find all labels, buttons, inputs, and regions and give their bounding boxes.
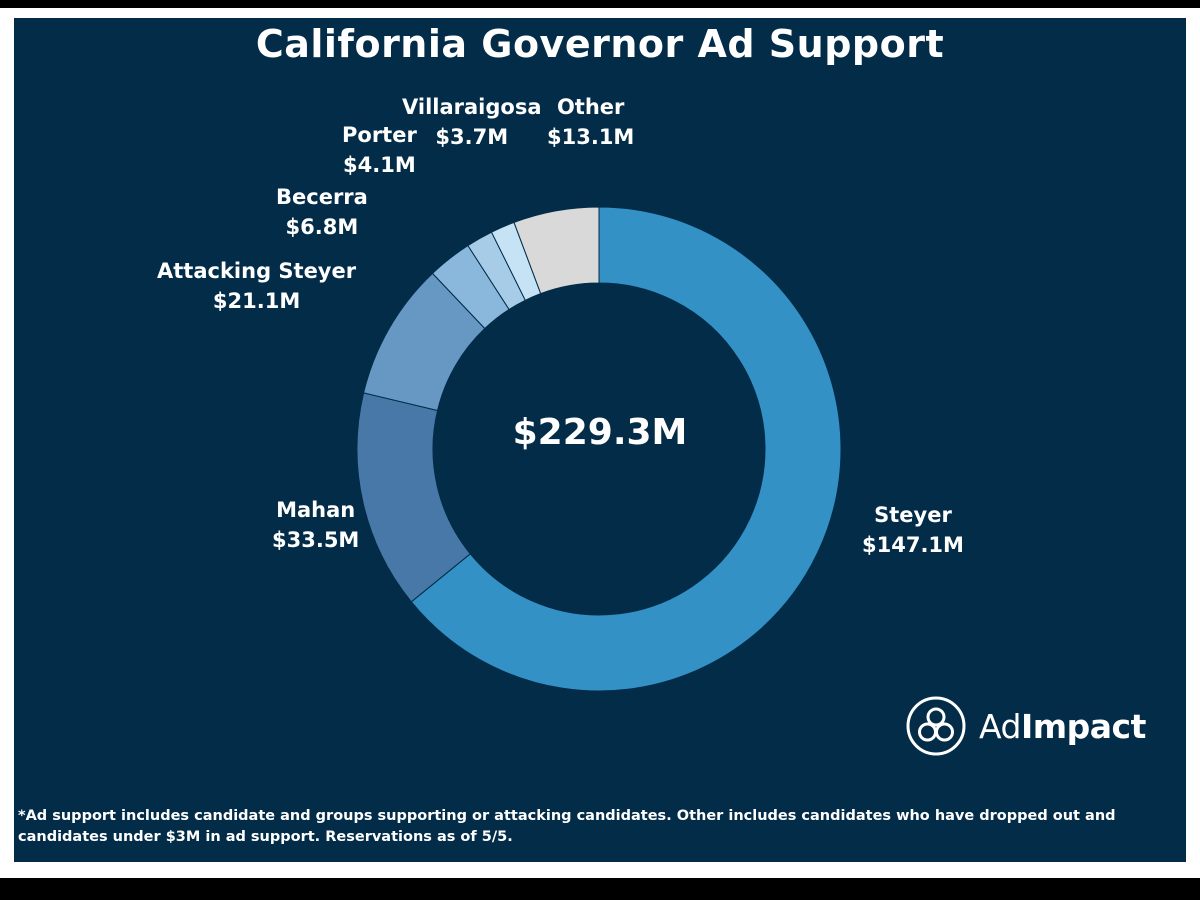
bottom-bar <box>0 878 1200 900</box>
slice-value: $33.5M <box>272 528 360 552</box>
slice-name: Porter <box>342 123 417 147</box>
slice-value: $4.1M <box>343 153 416 177</box>
slice-value: $147.1M <box>862 533 964 557</box>
adimpact-logo: AdImpact <box>905 694 1146 758</box>
slice-label-villaraigosa: Villaraigosa $3.7M <box>402 92 542 152</box>
donut-slice-steyer <box>410 206 842 692</box>
slice-label-becerra: Becerra $6.8M <box>276 182 368 242</box>
slice-name: Mahan <box>276 498 356 522</box>
footnote: *Ad support includes candidate and group… <box>18 808 1116 845</box>
slice-value: $3.7M <box>435 125 509 149</box>
slice-label-porter: Porter $4.1M <box>342 120 417 180</box>
slice-value: $6.8M <box>285 215 359 239</box>
adimpact-logo-icon <box>906 696 966 756</box>
chart-panel <box>14 18 1186 862</box>
slice-name: Attacking Steyer <box>157 259 357 283</box>
slice-label-attacking-steyer: Attacking Steyer $21.1M <box>157 256 356 316</box>
slice-name: Other <box>556 95 625 119</box>
slice-label-other: Other $13.1M <box>547 92 634 152</box>
brand-name-light: Ad <box>979 706 1021 746</box>
slice-name: Steyer <box>874 503 952 527</box>
slice-value: $13.1M <box>547 125 635 149</box>
brand-name-bold: Impact <box>1020 706 1146 746</box>
slice-name: Villaraigosa <box>402 95 542 119</box>
center-total: $229.3M <box>512 412 688 453</box>
slice-value: $21.1M <box>212 289 301 313</box>
donut-slice-other <box>513 206 600 295</box>
slice-label-mahan: Mahan $33.5M <box>272 495 359 555</box>
slice-label-steyer: Steyer $147.1M <box>862 500 964 560</box>
adimpact-logo-text: AdImpact <box>979 707 1146 746</box>
slice-name: Becerra <box>276 185 368 209</box>
chart-title: California Governor Ad Support <box>255 22 945 66</box>
